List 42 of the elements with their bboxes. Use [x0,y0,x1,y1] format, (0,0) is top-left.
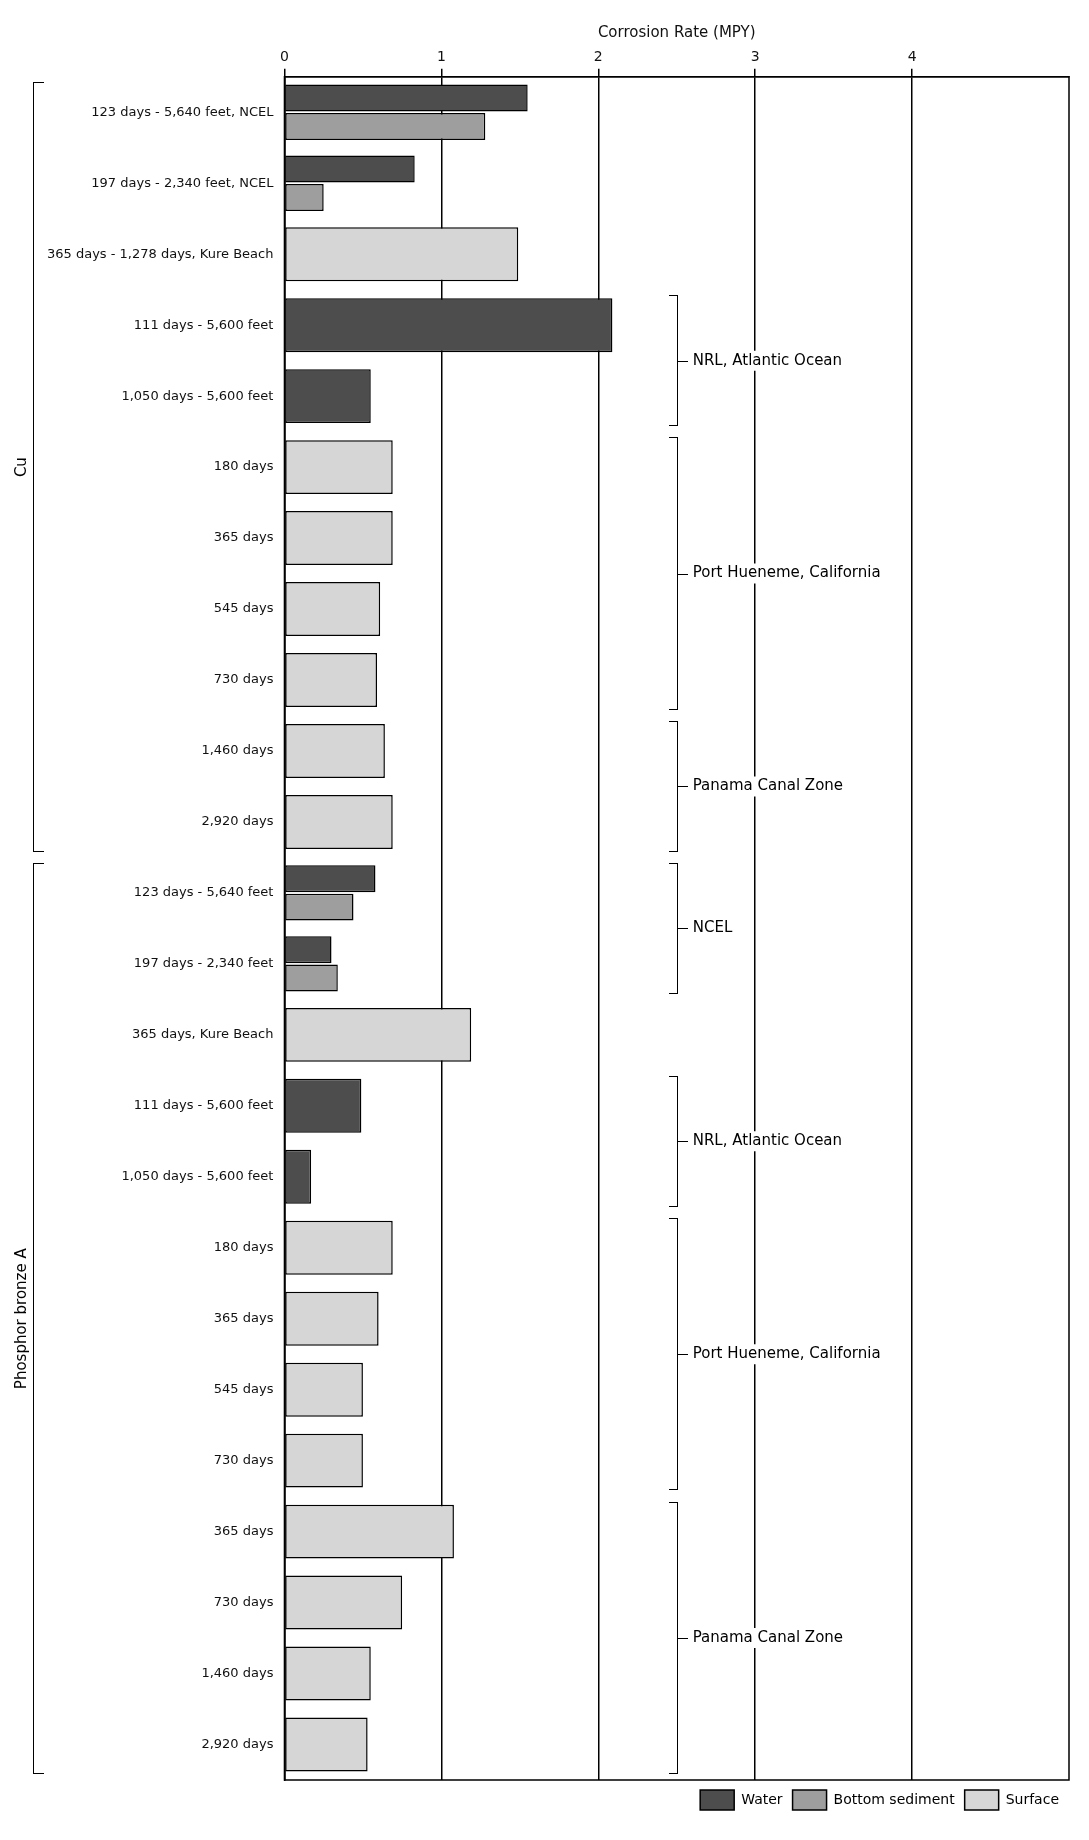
y-tick-label: 730 days [213,1593,274,1609]
y-tick-label: 2,920 days [201,1735,274,1751]
y-tick-label: 197 days - 2,340 feet [133,955,274,971]
y-tick-label: 111 days - 5,600 feet [133,1097,274,1113]
annotation: NRL, Atlantic Ocean [692,1131,843,1150]
y-tick-label: 1,460 days [201,742,274,758]
y-tick-label: 365 days [213,1522,274,1538]
y-tick-label: 545 days [213,600,274,616]
text: Cu [12,457,31,478]
y-tick-label: 730 days [213,671,274,687]
annotation: Port Hueneme, California [692,1344,881,1363]
annotation: Panama Canal Zone [692,1627,844,1646]
y-tick-label: 180 days [213,458,274,474]
x-axis-title: Corrosion Rate (MPY) [597,22,756,41]
annotation: Panama Canal Zone [692,776,844,795]
x-tick-label: 4 [907,48,917,65]
y-tick-label: 111 days - 5,600 feet [133,316,274,332]
y-tick-label: 180 days [213,1239,274,1255]
x-tick-label: 0 [280,48,289,65]
annotation: NCEL [692,918,733,937]
y-tick-label: 123 days - 5,640 feet [133,884,274,900]
legend-label: Surface [1005,1790,1060,1807]
y-tick-label: 197 days - 2,340 feet, NCEL [91,174,275,190]
y-tick-label: 1,460 days [201,1664,274,1680]
y-tick-label: 730 days [213,1452,274,1468]
x-tick-label: 2 [593,48,603,65]
x-tick-label: 3 [750,48,760,65]
y-tick-label: 1,050 days - 5,600 feet [121,1168,274,1184]
y-tick-label: 1,050 days - 5,600 feet [121,387,274,403]
y-tick-label: 365 days [213,529,274,545]
y-tick-label: 365 days [213,1310,274,1326]
annotation: Port Hueneme, California [692,563,881,582]
y-tick-label: 545 days [213,1381,274,1397]
y-tick-label: 365 days, Kure Beach [131,1026,274,1042]
annotation: NRL, Atlantic Ocean [692,350,843,369]
legend-label: Water [741,1790,783,1807]
legend-label: Bottom sediment [833,1790,956,1807]
y-tick-label: 123 days - 5,640 feet, NCEL [91,103,275,119]
text: Phosphor bronze A [12,1247,31,1390]
x-tick-label: 1 [436,48,446,65]
y-tick-label: 2,920 days [201,813,274,829]
y-tick-label: 365 days - 1,278 days, Kure Beach [46,245,274,261]
